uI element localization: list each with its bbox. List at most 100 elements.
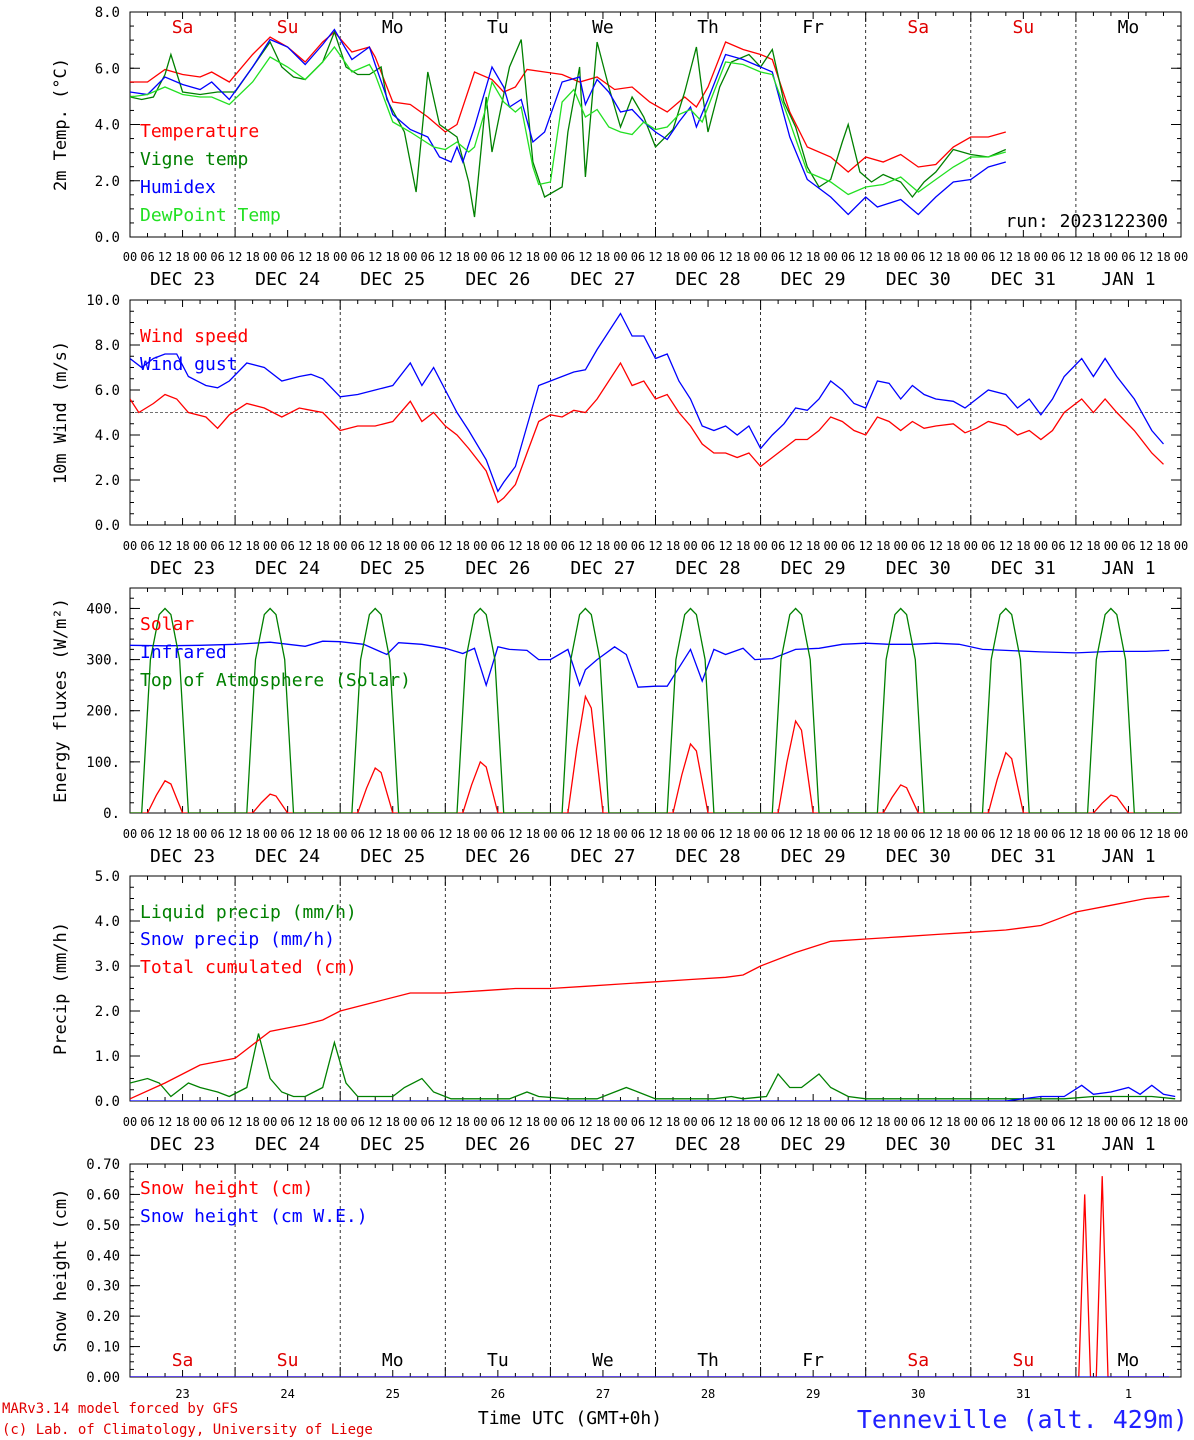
- day-name: Su: [1013, 17, 1035, 38]
- hour-label: 06: [1121, 1115, 1135, 1129]
- hour-label: 00: [123, 250, 137, 264]
- day-name: We: [592, 17, 614, 38]
- date-label: DEC 29: [781, 846, 846, 867]
- hour-label: 06: [841, 1115, 855, 1129]
- hour-label: 18: [876, 539, 890, 553]
- day-number: 23: [175, 1387, 189, 1401]
- hour-label: 12: [228, 827, 242, 841]
- hour-label: 00: [1174, 250, 1188, 264]
- hour-label: 18: [456, 1115, 470, 1129]
- date-label: DEC 24: [255, 558, 320, 579]
- hour-label: 12: [718, 827, 732, 841]
- y-axis-label: Energy fluxes (W/m²): [51, 598, 71, 803]
- hour-label: 18: [175, 250, 189, 264]
- hour-label: 06: [631, 827, 645, 841]
- hour-label: 00: [193, 539, 207, 553]
- hour-label: 06: [771, 250, 785, 264]
- legend-entry: Temperature: [140, 121, 259, 142]
- y-tick-label: 0.0: [95, 518, 120, 534]
- y-tick-label: 0.50: [86, 1218, 120, 1234]
- hour-label: 06: [911, 1115, 925, 1129]
- day-number: 25: [386, 1387, 400, 1401]
- hour-label: 18: [736, 1115, 750, 1129]
- hour-label: 18: [876, 250, 890, 264]
- hour-label: 06: [561, 250, 575, 264]
- y-tick-label: 0.0: [95, 1094, 120, 1110]
- hour-label: 00: [753, 539, 767, 553]
- hour-label: 00: [1174, 827, 1188, 841]
- date-label: DEC 26: [465, 558, 530, 579]
- hour-label: 00: [613, 539, 627, 553]
- hour-label: 06: [140, 250, 154, 264]
- hour-label: 18: [806, 1115, 820, 1129]
- hour-label: 12: [158, 250, 172, 264]
- hour-label: 00: [263, 539, 277, 553]
- hour-label: 06: [1051, 250, 1065, 264]
- hour-label: 06: [561, 827, 575, 841]
- hour-label: 12: [858, 539, 872, 553]
- hour-label: 18: [456, 539, 470, 553]
- hour-label: 12: [578, 827, 592, 841]
- hour-label: 18: [946, 250, 960, 264]
- hour-label: 12: [788, 539, 802, 553]
- hour-label: 00: [683, 827, 697, 841]
- hour-label: 06: [841, 539, 855, 553]
- hour-label: 18: [1086, 250, 1100, 264]
- hour-label: 06: [841, 827, 855, 841]
- hour-label: 12: [1139, 250, 1153, 264]
- hour-label: 18: [1156, 250, 1170, 264]
- hour-label: 18: [946, 827, 960, 841]
- panel-5: 0.00 0.10 0.20 0.30 0.40 0.50 0.60 0.70 Snow hei…: [51, 1157, 1182, 1386]
- hour-label: 18: [596, 1115, 610, 1129]
- hour-label: 18: [1016, 1115, 1030, 1129]
- hour-label: 18: [386, 1115, 400, 1129]
- date-label: DEC 27: [570, 269, 635, 290]
- hour-label: 06: [350, 827, 364, 841]
- hour-label: 06: [1121, 539, 1135, 553]
- legend-entry: Infrared: [140, 642, 227, 663]
- hour-label: 00: [823, 250, 837, 264]
- hour-label: 12: [508, 539, 522, 553]
- legend-entry: Liquid precip (mm/h): [140, 902, 357, 923]
- y-tick-label: 400.: [86, 601, 120, 617]
- y-tick-label: 8.0: [95, 5, 120, 21]
- hour-label: 18: [386, 539, 400, 553]
- hour-label: 18: [526, 1115, 540, 1129]
- hour-label: 06: [701, 1115, 715, 1129]
- y-tick-label: 0.10: [86, 1340, 120, 1356]
- hour-label: 18: [315, 827, 329, 841]
- y-axis-label: Precip (mm/h): [51, 922, 71, 1055]
- hour-label: 18: [596, 827, 610, 841]
- y-tick-label: 4.0: [95, 118, 120, 134]
- hour-label: 00: [1034, 827, 1048, 841]
- hour-label: 12: [298, 827, 312, 841]
- hour-label: 06: [210, 250, 224, 264]
- hour-label: 12: [929, 827, 943, 841]
- day-name: Mo: [1118, 17, 1140, 38]
- hour-label: 06: [981, 250, 995, 264]
- date-label: DEC 28: [676, 558, 741, 579]
- hour-label: 06: [911, 539, 925, 553]
- hour-label: 06: [140, 827, 154, 841]
- hour-label: 00: [894, 1115, 908, 1129]
- hour-label: 06: [210, 1115, 224, 1129]
- hour-label: 18: [175, 539, 189, 553]
- hour-label: 12: [368, 250, 382, 264]
- hour-label: 06: [631, 1115, 645, 1129]
- hour-label: 00: [894, 250, 908, 264]
- hour-label: 00: [823, 539, 837, 553]
- y-tick-label: 0.70: [86, 1157, 120, 1173]
- y-tick-label: 200.: [86, 704, 120, 720]
- hour-label: 18: [666, 827, 680, 841]
- hour-label: 12: [438, 1115, 452, 1129]
- hour-label: 12: [1139, 1115, 1153, 1129]
- day-name-bottom: We: [592, 1350, 614, 1371]
- hour-label: 06: [280, 827, 294, 841]
- legend-entry: Solar: [140, 614, 194, 635]
- hour-label: 12: [999, 1115, 1013, 1129]
- hour-label: 06: [491, 250, 505, 264]
- date-label: JAN 1: [1101, 846, 1155, 867]
- hour-label: 06: [561, 539, 575, 553]
- hour-label: 18: [175, 1115, 189, 1129]
- hour-label: 18: [245, 1115, 259, 1129]
